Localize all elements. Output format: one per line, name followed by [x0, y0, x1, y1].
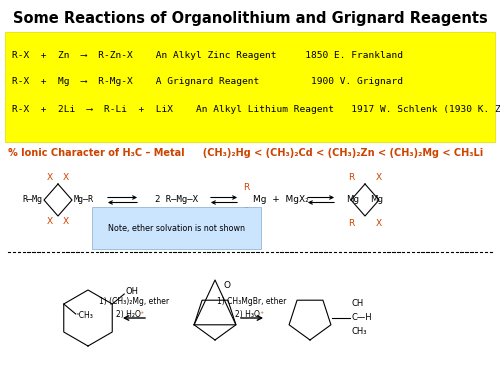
Text: R—Mg: R—Mg: [22, 195, 42, 204]
Text: X: X: [63, 217, 69, 226]
Text: R: R: [243, 207, 249, 216]
Text: Note, ether solvation is not shown: Note, ether solvation is not shown: [108, 224, 245, 232]
Text: 2 R–Mg–X: 2 R–Mg–X: [155, 195, 198, 204]
Text: CH₃: CH₃: [352, 327, 368, 336]
Text: Some Reactions of Organolithium and Grignard Reagents: Some Reactions of Organolithium and Grig…: [12, 10, 488, 26]
Text: OH: OH: [125, 288, 138, 297]
Text: (CH₃)₂Hg < (CH₃)₂Cd < (CH₃)₂Zn < (CH₃)₂Mg < CH₃Li: (CH₃)₂Hg < (CH₃)₂Cd < (CH₃)₂Zn < (CH₃)₂M…: [196, 148, 483, 158]
Text: X: X: [47, 217, 53, 226]
Text: R-X  +  Mg  ⟶  R-Mg-X    A Grignard Reagent         1900 V. Grignard: R-X + Mg ⟶ R-Mg-X A Grignard Reagent 190…: [12, 78, 403, 87]
Text: X: X: [63, 174, 69, 183]
Text: X: X: [376, 219, 382, 228]
Text: ⁺: ⁺: [259, 309, 263, 318]
Text: R: R: [348, 172, 354, 182]
Text: C—H: C—H: [352, 314, 372, 322]
Text: 2) H₃O: 2) H₃O: [234, 309, 260, 318]
Text: O: O: [224, 282, 230, 291]
Bar: [5, 32, 495, 142]
Text: R: R: [243, 183, 249, 192]
Text: 2) H₂O: 2) H₂O: [116, 309, 140, 318]
Text: ⁺: ⁺: [140, 309, 144, 318]
Text: ᶜCH₃: ᶜCH₃: [77, 312, 94, 321]
Text: Mg: Mg: [346, 195, 360, 204]
Text: Mg: Mg: [370, 195, 384, 204]
Text: R-X  +  Zn  ⟶  R-Zn-X    An Alkyl Zinc Reagent     1850 E. Frankland: R-X + Zn ⟶ R-Zn-X An Alkyl Zinc Reagent …: [12, 51, 403, 60]
Text: CH: CH: [352, 300, 364, 309]
Text: 1) (CH₃)₂Mg, ether: 1) (CH₃)₂Mg, ether: [99, 297, 169, 306]
Text: Mg—R: Mg—R: [74, 195, 94, 204]
Text: X: X: [47, 174, 53, 183]
Text: X: X: [376, 172, 382, 182]
Text: 1) CH₃MgBr, ether: 1) CH₃MgBr, ether: [218, 297, 286, 306]
Text: R: R: [348, 219, 354, 228]
Text: Mg  +  MgX₂: Mg + MgX₂: [253, 195, 309, 204]
Text: % Ionic Character of H₃C – Metal: % Ionic Character of H₃C – Metal: [8, 148, 184, 158]
Text: R-X  +  2Li  ⟶  R-Li  +  LiX    An Alkyl Lithium Reagent   1917 W. Schlenk (1930: R-X + 2Li ⟶ R-Li + LiX An Alkyl Lithium …: [12, 105, 500, 114]
